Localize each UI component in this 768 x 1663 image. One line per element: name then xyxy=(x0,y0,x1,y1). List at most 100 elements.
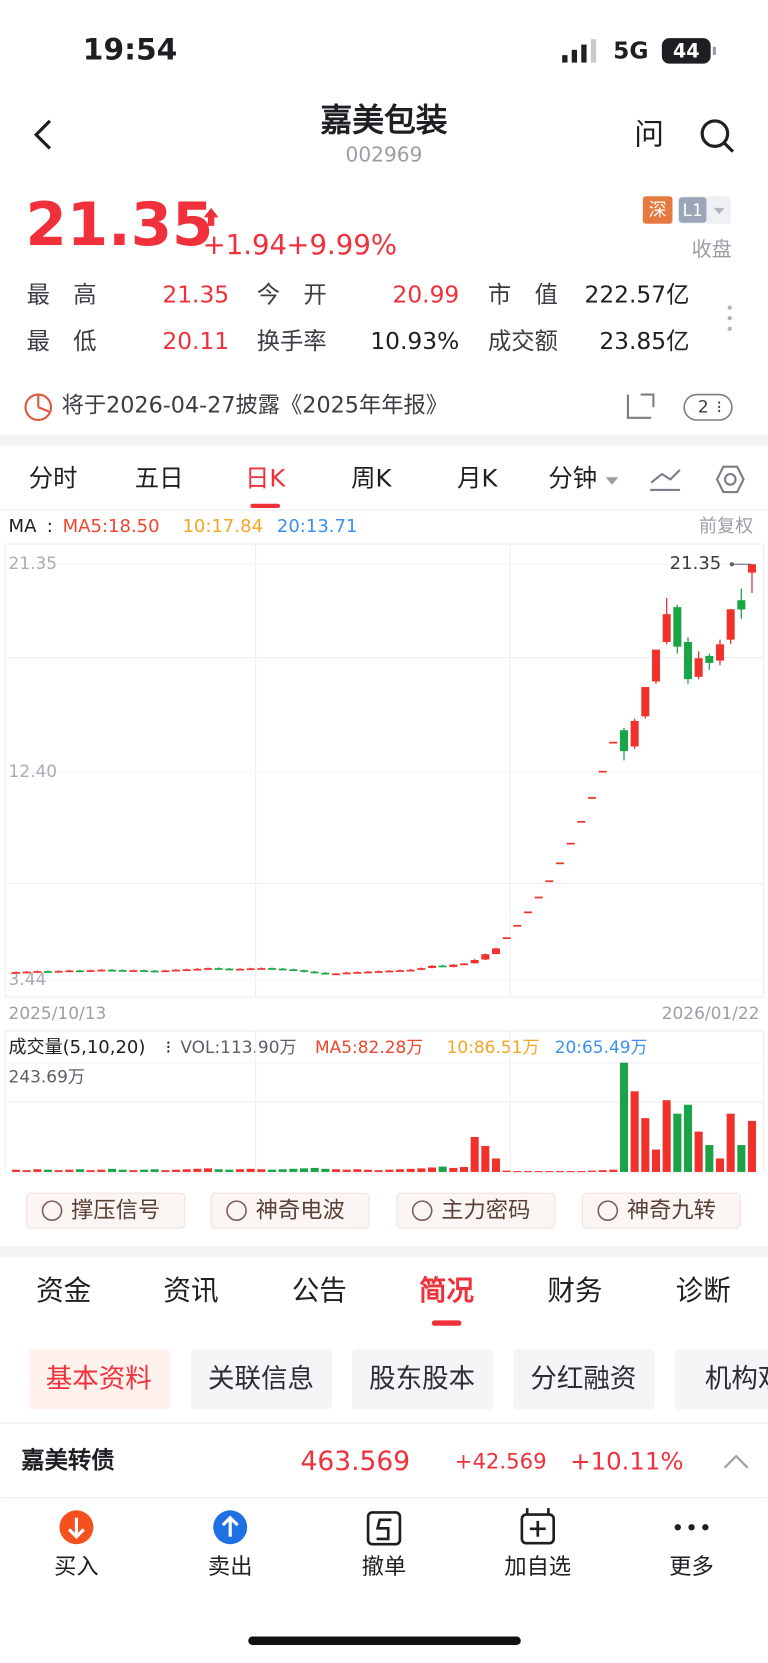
cancel-icon[interactable] xyxy=(366,1511,402,1546)
section-tab[interactable]: 诊断 xyxy=(676,1274,731,1307)
candle-body xyxy=(737,600,746,610)
volume-bar xyxy=(342,1169,351,1172)
buy-icon[interactable] xyxy=(59,1510,94,1545)
volume-bar xyxy=(65,1169,74,1172)
volume-bar xyxy=(395,1169,405,1172)
section-tab[interactable]: 资讯 xyxy=(163,1274,218,1307)
home-indicator xyxy=(248,1636,521,1645)
indicator-icon[interactable] xyxy=(650,469,681,492)
volume-bar xyxy=(619,1062,629,1172)
period-tab[interactable]: 周K xyxy=(351,463,392,492)
candle-body xyxy=(449,964,458,967)
change: +1.94 xyxy=(203,228,287,261)
nav-label[interactable]: 加自选 xyxy=(504,1554,571,1580)
period-tab[interactable]: 日K xyxy=(245,463,286,492)
nav-label[interactable]: 更多 xyxy=(669,1554,714,1580)
candle-body xyxy=(267,968,277,970)
candle-body xyxy=(118,970,127,972)
candle-body xyxy=(107,969,117,972)
volume-bar xyxy=(225,1169,234,1172)
stat-label: 最 低 xyxy=(27,327,97,355)
volume-bar xyxy=(299,1168,309,1172)
notice-count: 2 xyxy=(698,396,709,416)
candle-body xyxy=(54,970,63,973)
tool-button[interactable] xyxy=(396,1192,556,1229)
volume-bar xyxy=(33,1169,42,1172)
status-time: 19:54 xyxy=(83,32,178,67)
ask-button[interactable]: 问 xyxy=(634,117,664,152)
volume-bar xyxy=(609,1169,618,1172)
volume-bar xyxy=(203,1168,213,1172)
compare-icon[interactable] xyxy=(626,393,655,419)
volume-bar xyxy=(22,1170,31,1172)
volume-bar xyxy=(75,1169,85,1172)
volume-bar xyxy=(587,1170,597,1172)
network: 5G xyxy=(613,36,648,64)
level-dropdown[interactable] xyxy=(713,207,725,215)
level: L1 xyxy=(683,200,703,220)
candle-body xyxy=(513,924,522,927)
chart-frame xyxy=(4,543,765,998)
candle-body xyxy=(395,970,405,972)
ma-label: MA xyxy=(9,516,38,537)
ma20: 20:13.71 xyxy=(277,516,358,537)
sub-tab-label: 分红融资 xyxy=(530,1363,636,1394)
sell-icon[interactable] xyxy=(213,1510,248,1545)
battery-level: 44 xyxy=(673,39,700,62)
tool-button[interactable] xyxy=(210,1192,370,1229)
nav-label[interactable]: 卖出 xyxy=(208,1554,253,1580)
back-button[interactable] xyxy=(33,119,52,150)
candle-body xyxy=(11,972,21,974)
vol-label: 成交量(5,10,20) xyxy=(9,1037,146,1058)
candle-body xyxy=(502,937,511,939)
tool-icon xyxy=(411,1200,433,1222)
vol-ma10: 10:86.51万 xyxy=(447,1037,540,1057)
volume-chart: 243.69万 xyxy=(5,1062,764,1173)
sub-tab[interactable] xyxy=(674,1349,768,1410)
volume-bar xyxy=(427,1167,437,1172)
candle-body xyxy=(97,969,106,972)
sub-tab[interactable] xyxy=(352,1349,494,1410)
candle-body xyxy=(235,968,245,971)
period-tab[interactable]: 月K xyxy=(457,463,498,492)
volume-bar xyxy=(11,1169,21,1172)
tool-button[interactable] xyxy=(26,1192,186,1229)
volume-bar xyxy=(363,1169,373,1172)
section-tab[interactable]: 公告 xyxy=(292,1274,347,1307)
sub-tab[interactable] xyxy=(190,1349,333,1410)
volume-bar xyxy=(630,1091,639,1172)
volume-bar xyxy=(161,1170,170,1172)
section-tabs: 资金 资讯 公告 简况 财务 诊断 xyxy=(36,1274,731,1326)
more-dots[interactable] xyxy=(727,305,732,331)
candle-body xyxy=(566,842,575,845)
more-icon[interactable] xyxy=(674,1524,709,1531)
minute-dropdown[interactable] xyxy=(605,477,619,485)
volume-bar xyxy=(235,1169,245,1172)
notice-badge[interactable] xyxy=(683,393,733,421)
watchlist-icon[interactable] xyxy=(520,1508,556,1545)
collapse-button[interactable] xyxy=(723,1454,749,1469)
period-tabs: 分时 五日 日K 周K 月K 分钟 xyxy=(29,463,597,509)
start-date: 2025/10/13 xyxy=(9,1003,107,1023)
section-tab[interactable]: 资金 xyxy=(36,1274,91,1307)
tool-button[interactable] xyxy=(581,1192,741,1229)
sub-tab[interactable] xyxy=(28,1349,170,1410)
volume-bar xyxy=(438,1166,447,1172)
nav-label[interactable]: 撤单 xyxy=(362,1554,407,1580)
sub-tab[interactable] xyxy=(513,1349,655,1410)
stock-name: 嘉美包装 xyxy=(320,101,447,139)
divider xyxy=(0,434,768,446)
period-tab[interactable]: 分钟 xyxy=(548,463,597,492)
stat-label: 今 开 xyxy=(257,280,327,308)
candle-body xyxy=(161,970,170,973)
settings-icon[interactable] xyxy=(715,465,745,494)
candle-body xyxy=(587,797,597,799)
section-tab[interactable]: 财务 xyxy=(547,1274,602,1307)
section-tab[interactable]: 简况 xyxy=(419,1274,475,1307)
period-tab[interactable]: 五日 xyxy=(135,463,184,492)
period-tab[interactable]: 分时 xyxy=(29,463,78,492)
nav-label[interactable]: 买入 xyxy=(54,1554,99,1580)
candle-body xyxy=(598,770,607,773)
search-button[interactable] xyxy=(700,119,735,153)
